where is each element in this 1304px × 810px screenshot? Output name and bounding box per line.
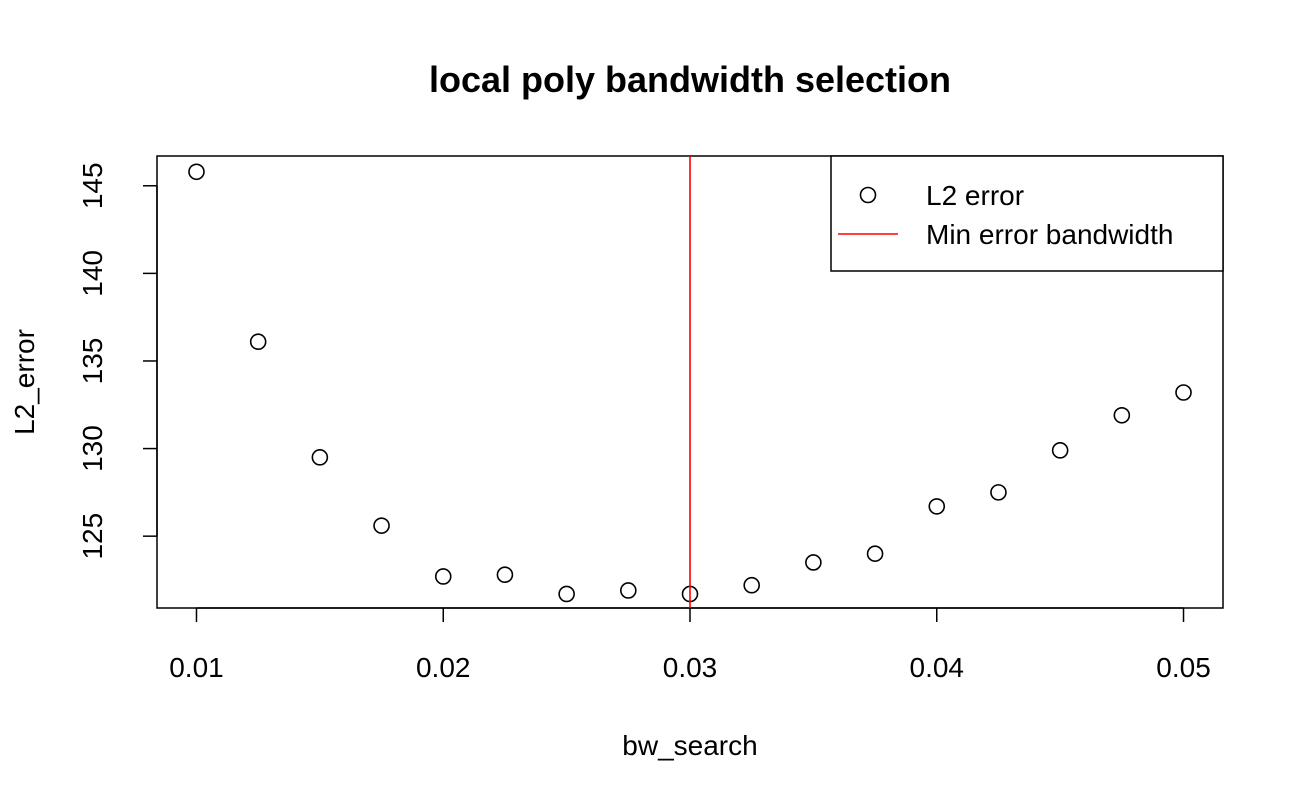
y-tick-label: 125 <box>77 513 108 560</box>
y-tick-label: 135 <box>77 338 108 385</box>
data-point <box>188 163 205 181</box>
data-point <box>1051 442 1069 459</box>
data-point <box>496 566 514 584</box>
x-axis: 0.01 0.02 0.03 0.04 0.05 <box>169 607 1211 683</box>
data-point <box>620 582 637 599</box>
data-point <box>249 333 267 351</box>
data-point <box>311 449 329 466</box>
data-point <box>1175 384 1192 401</box>
data-point <box>1113 406 1131 424</box>
y-tick-label: 130 <box>77 425 108 472</box>
y-tick-label: 140 <box>77 250 108 297</box>
x-tick-label: 0.03 <box>663 652 718 683</box>
data-point <box>434 568 452 585</box>
x-tick-label: 0.04 <box>910 652 965 683</box>
data-point <box>928 498 946 515</box>
y-axis-title: L2_error <box>9 329 40 435</box>
x-tick-label: 0.05 <box>1156 652 1211 683</box>
data-point <box>866 545 884 562</box>
series-layer <box>188 156 1192 608</box>
data-point <box>743 576 760 594</box>
data-point <box>373 517 390 534</box>
x-tick-label: 0.02 <box>416 652 471 683</box>
x-tick-label: 0.01 <box>169 652 224 683</box>
legend-marker-l2-error <box>859 186 877 204</box>
legend-box <box>830 155 1224 272</box>
legend-label-min-error-bandwidth: Min error bandwidth <box>926 219 1173 250</box>
legend: L2 error Min error bandwidth <box>830 155 1224 272</box>
y-axis: 125 130 135 140 145 <box>77 162 158 560</box>
y-tick-label: 145 <box>77 162 108 209</box>
data-point <box>990 484 1007 501</box>
chart-title: local poly bandwidth selection <box>429 59 951 100</box>
data-point <box>805 554 822 571</box>
data-point <box>558 585 575 603</box>
x-axis-title: bw_search <box>622 730 757 761</box>
legend-label-l2-error: L2 error <box>926 180 1024 211</box>
